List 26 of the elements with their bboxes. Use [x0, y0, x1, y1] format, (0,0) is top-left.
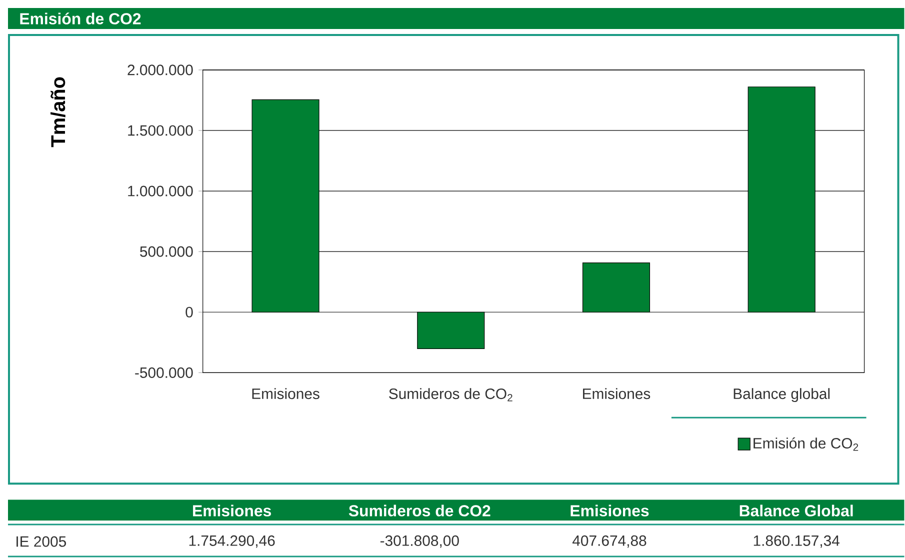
y-tick-label: 500.000 — [140, 246, 193, 258]
text: Emisiones — [193, 504, 271, 517]
y-tick-label: 1.000.000 — [128, 186, 193, 197]
chart-title: Emisión de CO2 — [20, 12, 141, 25]
x-tick-label: Emisiones — [583, 388, 650, 400]
bar — [252, 100, 320, 313]
data-label: 1.860.157,34 — [754, 536, 840, 548]
y-tick-label: -500.000 — [135, 368, 193, 378]
data-label: 1.754.290,46 — [189, 536, 275, 548]
legend-label: Emisión de CO$_{2}$ — [754, 438, 858, 452]
x-tick-label: Balance global — [734, 388, 830, 402]
text: IE 2005 — [16, 536, 66, 548]
x-tick-label: Sumideros de CO$_{2}$ — [389, 388, 512, 402]
data-label: 407.674,88 — [572, 536, 646, 548]
y-tick-label: 2.000.000 — [128, 64, 193, 76]
x-tick-label: Emisiones — [252, 388, 320, 400]
text: Emisiones — [570, 504, 649, 517]
bar — [582, 262, 650, 313]
y-tick-label: 1.500.000 — [128, 125, 193, 136]
text: Sumideros de CO2 — [348, 504, 490, 517]
y-axis-title: Tm/año — [50, 78, 66, 148]
bar — [748, 86, 816, 313]
data-label: -301.808,00 — [380, 536, 459, 548]
y-tick-label: 0 — [186, 307, 193, 318]
bar — [417, 312, 485, 350]
text: Balance Global — [740, 504, 853, 517]
